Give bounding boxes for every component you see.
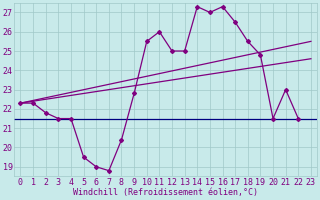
X-axis label: Windchill (Refroidissement éolien,°C): Windchill (Refroidissement éolien,°C) [73,188,258,197]
